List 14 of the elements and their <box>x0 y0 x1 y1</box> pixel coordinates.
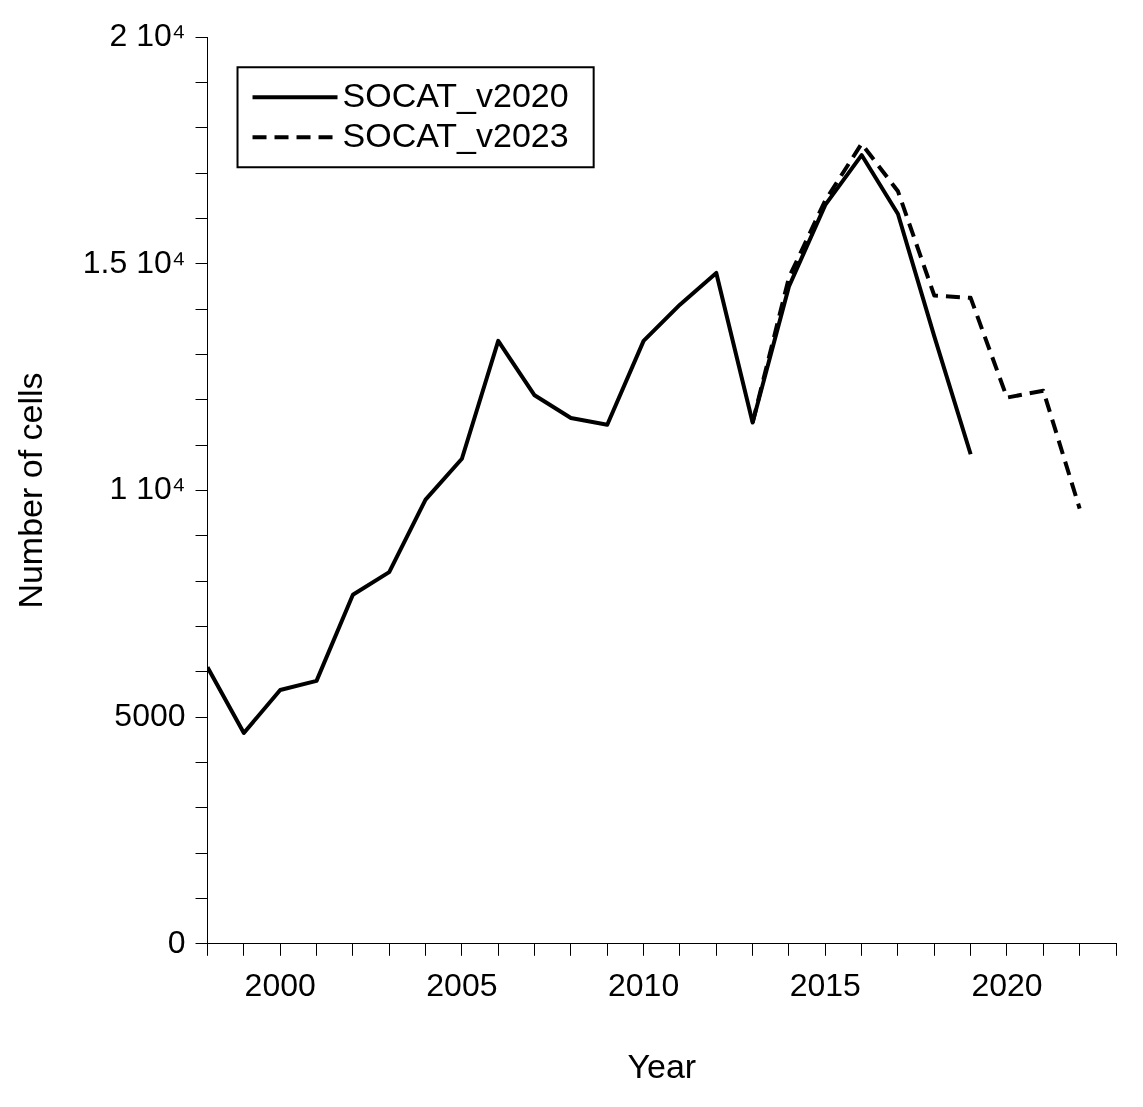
legend-label: SOCAT_v2023 <box>342 115 569 154</box>
y-tick-label: 1 10⁴ <box>109 470 186 507</box>
x-tick-label: 2015 <box>789 966 861 1003</box>
x-tick-label: 2010 <box>608 966 680 1003</box>
x-tick-label: 2005 <box>426 966 498 1003</box>
legend-label: SOCAT_v2020 <box>342 75 569 114</box>
x-tick-label: 2000 <box>244 966 316 1003</box>
y-tick-label: 0 <box>167 923 186 960</box>
x-tick-label: 2020 <box>971 966 1043 1003</box>
x-axis-title: Year <box>627 1046 697 1085</box>
y-axis-title: Number of cells <box>10 372 49 609</box>
y-tick-label: 1.5 10⁴ <box>82 243 186 280</box>
y-tick-label: 5000 <box>114 696 186 733</box>
y-tick-label: 2 10⁴ <box>109 17 186 54</box>
